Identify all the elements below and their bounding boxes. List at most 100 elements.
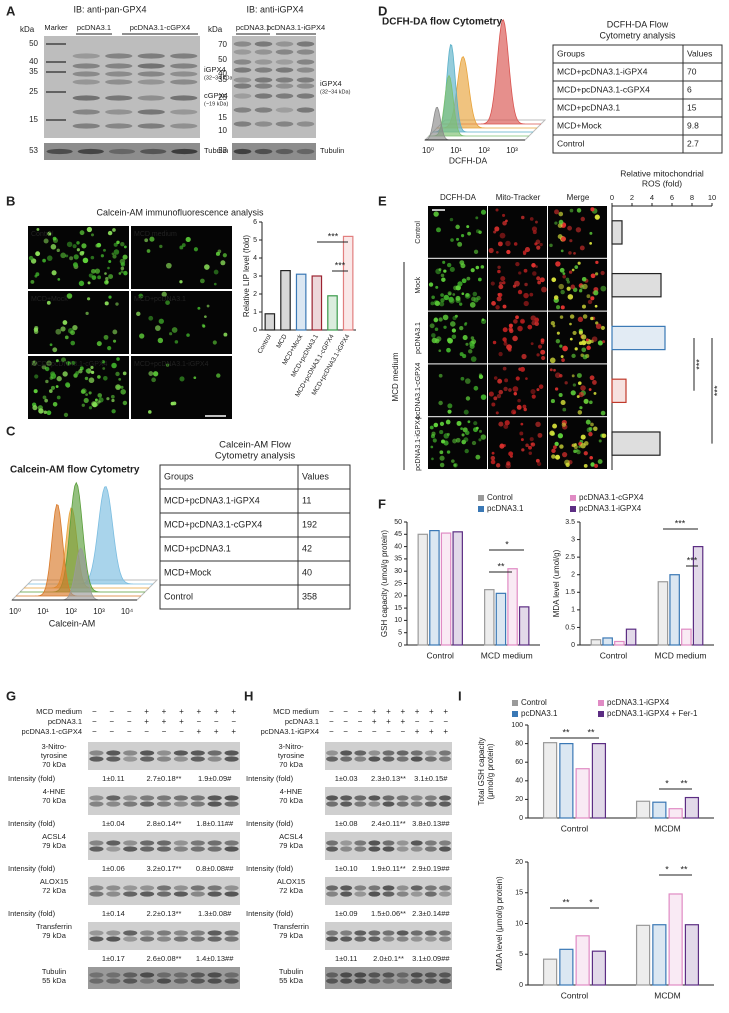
cell [97,275,102,280]
cell [116,357,120,361]
cell [85,368,90,373]
blot-band [106,756,121,762]
blot-band [173,972,188,978]
cell [488,247,494,254]
cell [531,394,536,399]
cell [120,270,124,274]
cell [41,364,47,370]
micrograph [131,226,232,289]
cell [103,248,106,252]
cell [429,323,435,329]
ladder-label: 50 [218,55,227,64]
blot-band [382,795,395,801]
panel-letter: G [6,688,16,703]
blot-band [254,107,273,113]
cell [579,406,583,410]
cell [434,327,439,332]
cell [451,328,457,333]
y-tick-label: 6 [253,219,257,226]
cell [583,451,588,456]
intensity-value: 1±0.03 [335,774,358,783]
blot-band [396,750,409,756]
blot-band [89,756,104,762]
blot-band [396,972,409,978]
intensity-value: 2.0±0.1** [373,954,404,963]
protein-label: 3-Nitro- [41,742,67,751]
blot-band [170,109,198,115]
cell [213,269,219,275]
histogram-curve [20,481,145,593]
cell [105,280,109,284]
blot-band [156,846,172,852]
table-cell: 40 [302,567,312,577]
cell [165,300,170,305]
blot-band [296,83,315,89]
blot-band [396,846,409,852]
cell [449,266,455,272]
blot-band [224,978,239,984]
cell [536,388,540,392]
intensity-value: 1±0.08 [335,819,358,828]
y-tick-label: 10 [394,617,402,624]
cell [43,410,48,415]
legend-swatch [512,700,518,706]
blot-band [190,750,205,756]
blot-band [296,107,315,113]
blot-image [325,787,452,815]
row-label: Control [415,221,422,244]
cell [582,354,588,360]
blot-band [424,756,437,762]
cell [560,355,564,359]
blot-band [105,79,133,85]
table-cell: 42 [302,543,312,553]
cell [583,398,589,404]
cell [473,421,478,426]
cell [148,315,154,321]
protein-label: ALOX15 [277,877,305,886]
cell [580,385,586,391]
y-tick-label: 1.5 [565,589,575,596]
cell [461,292,465,296]
blot-band [140,978,155,984]
cell [479,429,482,433]
blot-band [326,846,338,852]
cell [586,345,591,351]
cell [535,239,541,245]
cell [464,430,470,436]
intensity-value: 0.8±0.08## [196,864,234,873]
cell [495,250,499,254]
cell [220,260,226,266]
blot-band [89,936,104,942]
cell [535,458,540,463]
cell [112,254,117,259]
panel-letter: C [6,423,16,438]
y-tick-label: 0 [571,642,575,649]
blot-band [368,972,381,978]
blot-band [275,77,294,83]
intensity-value: 3.1±0.09## [412,954,450,963]
blot-band [410,750,423,756]
cell [57,277,61,281]
cell [212,340,217,345]
blot-band [233,148,252,155]
significance: *** [687,555,698,565]
cell [148,410,152,414]
cell [567,294,574,300]
blot-band [382,972,395,978]
blot-band [224,930,239,936]
y-tick-label: 5 [253,237,257,244]
blot-band [424,801,437,807]
cell [460,263,466,269]
table-cell: MCD+pcDNA3.1 [557,102,620,112]
cell [506,461,511,466]
cell [520,438,524,442]
blot-band [170,95,198,101]
blot-band [296,121,315,127]
x-tick-label: 10² [478,146,490,155]
cell [439,455,445,461]
cell [594,214,600,220]
blot-band [224,795,239,801]
blot-band [137,71,165,77]
blot-band [173,750,188,756]
